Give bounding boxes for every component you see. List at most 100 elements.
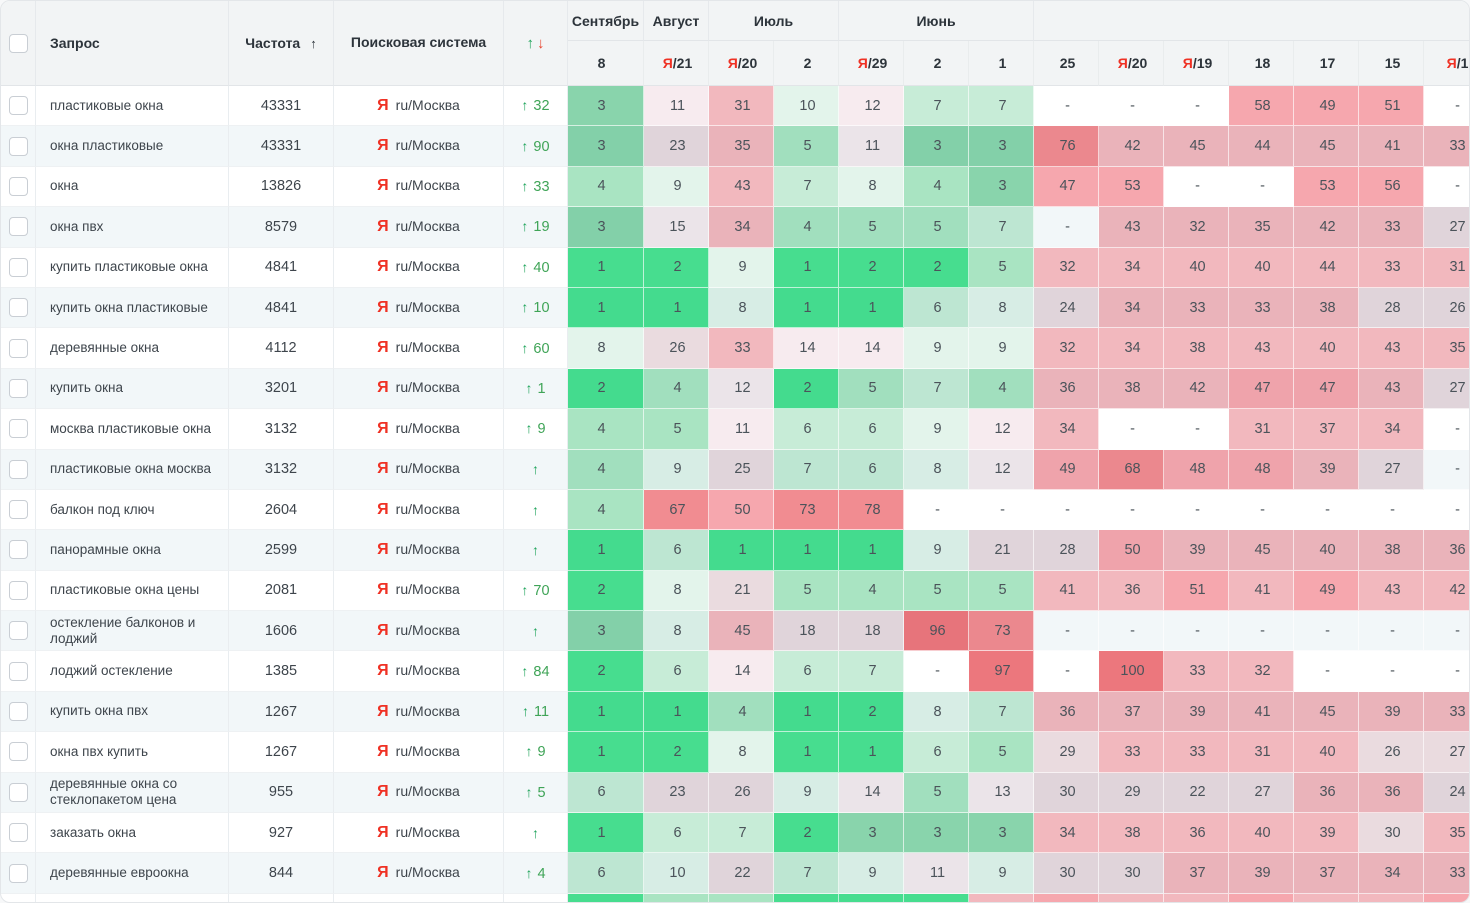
position-cell: 1 xyxy=(774,247,840,288)
query-cell[interactable]: панорамные окна xyxy=(36,530,229,571)
row-checkbox[interactable] xyxy=(8,661,28,681)
column-header-query[interactable]: Запрос xyxy=(36,1,229,86)
position-cell: 47 xyxy=(1034,166,1100,208)
frequency-cell: 927 xyxy=(229,813,334,854)
trend-cell: ↑ xyxy=(504,813,568,854)
date-column-header[interactable]: Я/29 xyxy=(839,41,905,86)
row-checkbox[interactable] xyxy=(8,176,28,196)
date-column-header[interactable]: Я/19 xyxy=(1164,41,1230,86)
position-cell: 26 xyxy=(1424,287,1469,329)
trend-value: 40 xyxy=(533,259,550,276)
query-cell[interactable]: купить пластиковые окна xyxy=(36,247,229,288)
yandex-icon: Я xyxy=(377,864,389,882)
row-checkbox[interactable] xyxy=(8,823,28,843)
position-cell: 4 xyxy=(644,368,709,410)
date-column-header[interactable]: 1 xyxy=(969,41,1035,86)
position-cell: 7 xyxy=(969,207,1035,248)
query-cell[interactable]: купить окна xyxy=(36,368,229,410)
date-column-header[interactable]: 2 xyxy=(774,41,840,86)
row-checkbox-cell xyxy=(1,166,36,208)
date-column-header[interactable]: 25 xyxy=(1034,41,1100,86)
date-column-header[interactable]: 15 xyxy=(1359,41,1425,86)
region-label: ru/Москва xyxy=(395,379,460,396)
row-checkbox[interactable] xyxy=(8,500,28,520)
row-checkbox[interactable] xyxy=(8,298,28,318)
position-cell: 41 xyxy=(1359,126,1425,167)
row-checkbox[interactable] xyxy=(8,742,28,762)
query-cell[interactable]: окна пвх купить xyxy=(36,732,229,773)
position-cell: - xyxy=(1164,409,1230,450)
date-column-header[interactable]: Я/20 xyxy=(1099,41,1165,86)
row-checkbox[interactable] xyxy=(8,702,28,722)
yandex-icon: Я xyxy=(377,298,389,316)
row-checkbox[interactable] xyxy=(8,136,28,156)
query-cell[interactable]: окна xyxy=(36,166,229,208)
date-column-header[interactable]: 17 xyxy=(1294,41,1360,86)
row-checkbox[interactable] xyxy=(8,459,28,479)
query-cell[interactable]: балкон под ключ xyxy=(36,489,229,531)
row-checkbox[interactable] xyxy=(8,621,28,641)
query-cell[interactable]: деревянные евроокна xyxy=(36,853,229,894)
query-cell[interactable]: окна пвх xyxy=(36,207,229,248)
row-checkbox[interactable] xyxy=(8,580,28,600)
query-cell[interactable]: москва пластиковые окна xyxy=(36,409,229,450)
query-cell[interactable]: лоджий остекление xyxy=(36,651,229,692)
frequency-cell: 3132 xyxy=(229,449,334,490)
position-cell: 24 xyxy=(1424,772,1469,814)
query-cell[interactable]: деревянные окна со стеклопакетом цена xyxy=(36,772,229,814)
row-checkbox[interactable] xyxy=(8,782,28,802)
trend-up-arrow: ↑ xyxy=(521,662,529,679)
query-cell[interactable]: купить окна пвх xyxy=(36,691,229,733)
position-cell: 9 xyxy=(774,772,840,814)
trend-cell: ↑ 40 xyxy=(504,247,568,288)
date-column-header[interactable]: Я/20 xyxy=(709,41,774,86)
region-label: ru/Москва xyxy=(395,823,460,840)
date-column-header[interactable]: Я/1 xyxy=(1424,41,1469,86)
query-cell[interactable]: деревянные окна xyxy=(36,328,229,369)
row-checkbox[interactable] xyxy=(8,419,28,439)
row-checkbox[interactable] xyxy=(8,257,28,277)
row-checkbox[interactable] xyxy=(8,863,28,883)
position-cell: 6 xyxy=(568,853,644,894)
row-checkbox[interactable] xyxy=(8,338,28,358)
date-column-header[interactable]: 8 xyxy=(568,41,644,86)
column-header-frequency[interactable]: Частота ↑ xyxy=(229,1,334,86)
select-all-checkbox[interactable] xyxy=(8,33,28,53)
date-column-header[interactable]: 18 xyxy=(1229,41,1295,86)
date-column-header[interactable]: Я/21 xyxy=(644,41,709,86)
row-checkbox[interactable] xyxy=(8,378,28,398)
position-cell: 33 xyxy=(1229,287,1295,329)
query-cell[interactable]: заказать окна xyxy=(36,813,229,854)
column-header-trend[interactable]: ↑ ↓ xyxy=(504,1,568,86)
yandex-update-icon: Я xyxy=(1182,55,1193,71)
query-cell[interactable]: остекление балконов и лоджий xyxy=(36,611,229,652)
position-cell: 3 xyxy=(904,126,970,167)
position-cell: 38 xyxy=(1164,328,1230,369)
position-cell: 38 xyxy=(1099,813,1165,854)
position-cell: - xyxy=(1099,409,1165,450)
position-cell: 7 xyxy=(904,368,970,410)
position-cell: 35 xyxy=(1424,328,1469,369)
date-column-header[interactable]: 2 xyxy=(904,41,970,86)
position-cell: 51 xyxy=(1359,86,1425,127)
position-cell: 27 xyxy=(1424,207,1469,248)
row-checkbox[interactable] xyxy=(8,96,28,116)
query-cell[interactable]: пластиковые окна цены xyxy=(36,570,229,612)
position-cell: 48 xyxy=(1229,449,1295,490)
query-cell[interactable]: пластиковые окна москва xyxy=(36,449,229,490)
trend-cell: ↑ 70 xyxy=(504,570,568,612)
query-cell[interactable]: пластиковые окна xyxy=(36,86,229,127)
position-cell: 13 xyxy=(969,772,1035,814)
column-header-search-engine[interactable]: Поисковая система xyxy=(334,1,504,86)
query-cell[interactable]: купить окна пластиковые xyxy=(36,287,229,329)
query-cell[interactable]: окна пластиковые xyxy=(36,126,229,167)
row-checkbox[interactable] xyxy=(8,217,28,237)
position-cell: 1 xyxy=(839,732,905,773)
trend-up-arrow: ↑ xyxy=(525,783,533,800)
row-checkbox[interactable] xyxy=(8,540,28,560)
